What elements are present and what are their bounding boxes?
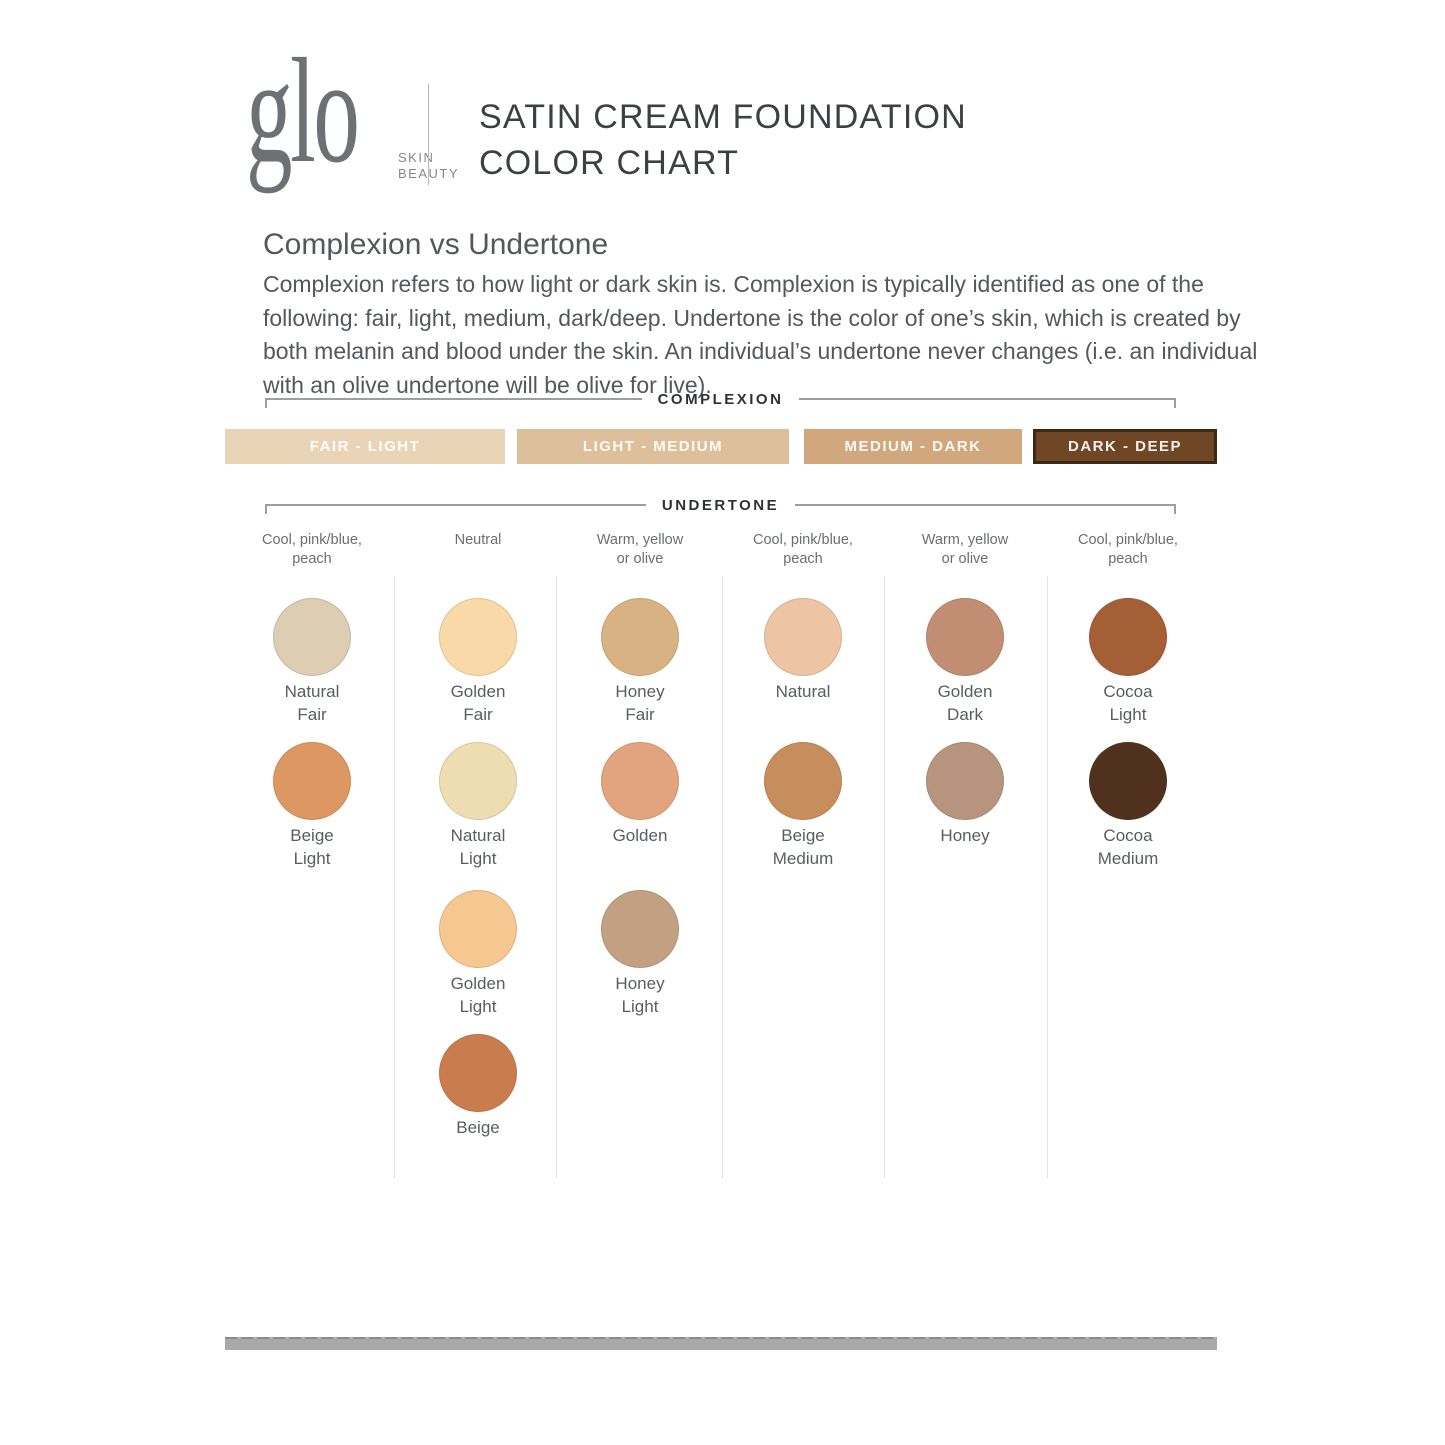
undertone-bracket: UNDERTONE — [265, 496, 1177, 514]
column-label-line: Warm, yellow — [596, 532, 684, 548]
swatch-label-golden-dark: Golden Dark — [937, 682, 993, 724]
column-label-line: peach — [292, 551, 332, 567]
swatch-label-cocoa-light: Cocoa Light — [1103, 682, 1153, 724]
swatch-honey — [926, 742, 1004, 820]
bracket-tick — [265, 398, 267, 408]
swatch-honey-light — [601, 890, 679, 968]
swatch-label-natural-fair: Natural Fair — [284, 682, 340, 724]
intro-paragraph: Complexion refers to how light or dark s… — [263, 271, 1258, 398]
glo-logo: glo — [246, 28, 360, 194]
header-divider — [428, 84, 429, 185]
swatch-label-beige-medium: Beige Medium — [772, 826, 834, 868]
glo-logo-tagline: SKIN BEAUTY — [398, 150, 459, 182]
swatch-beige-light — [273, 742, 351, 820]
undertone-label: UNDERTONE — [661, 496, 780, 514]
swatch-label-honey: Honey — [940, 826, 990, 845]
swatch-golden-light — [439, 890, 517, 968]
swatch-cocoa-medium — [1089, 742, 1167, 820]
swatch-golden-fair — [439, 598, 517, 676]
column-label-line: Warm, yellow — [921, 532, 1009, 548]
swatch-golden-dark — [926, 598, 1004, 676]
swatch-beige — [439, 1034, 517, 1112]
column-label-line: Neutral — [454, 532, 502, 548]
band-light-medium: LIGHT - MEDIUM — [517, 429, 789, 464]
column-divider — [394, 576, 395, 1178]
column-label-line: or olive — [941, 551, 989, 567]
swatch-label-golden: Golden — [612, 826, 668, 845]
swatch-label-natural-light: Natural Light — [450, 826, 506, 868]
swatch-label-beige-light: Beige Light — [290, 826, 334, 868]
column-label-line: Cool, pink/blue, — [753, 532, 853, 548]
undertone-column-label-2: Neutral — [396, 531, 560, 550]
band-fair-light: FAIR - LIGHT — [225, 429, 505, 464]
column-divider — [884, 576, 885, 1178]
undertone-column-label-3: Warm, yellow or olive — [558, 531, 722, 569]
page-title-line-2: COLOR CHART — [479, 144, 740, 182]
column-divider — [556, 576, 557, 1178]
undertone-column-label-6: Cool, pink/blue, peach — [1046, 531, 1210, 569]
page-title: SATIN CREAM FOUNDATION COLOR CHART — [479, 94, 967, 186]
bracket-tick — [1174, 398, 1176, 408]
bracket-line — [265, 504, 646, 506]
swatch-cocoa-light — [1089, 598, 1167, 676]
complexion-bracket: COMPLEXION — [265, 390, 1176, 408]
column-label-line: peach — [783, 551, 823, 567]
undertone-column-label-1: Cool, pink/blue, peach — [230, 531, 394, 569]
column-label-line: or olive — [616, 551, 664, 567]
section-heading: Complexion vs Undertone — [263, 228, 609, 261]
swatch-natural-light — [439, 742, 517, 820]
swatch-label-beige: Beige — [456, 1118, 500, 1137]
swatch-label-golden-light: Golden Light — [450, 974, 506, 1016]
column-label-line: Cool, pink/blue, — [1078, 532, 1178, 548]
bracket-line — [799, 398, 1176, 400]
tagline-line-2: BEAUTY — [398, 166, 459, 182]
swatch-label-honey-fair: Honey Fair — [615, 682, 665, 724]
swatch-natural — [764, 598, 842, 676]
band-dark-deep: DARK - DEEP — [1033, 429, 1217, 464]
bracket-tick — [1174, 504, 1176, 514]
column-divider — [722, 576, 723, 1178]
tagline-line-1: SKIN — [398, 150, 435, 165]
column-divider — [1047, 576, 1048, 1178]
footer-bar — [225, 1337, 1217, 1350]
swatch-label-cocoa-medium: Cocoa Medium — [1097, 826, 1159, 868]
band-medium-dark: MEDIUM - DARK — [804, 429, 1022, 464]
swatch-natural-fair — [273, 598, 351, 676]
swatch-golden — [601, 742, 679, 820]
bracket-tick — [265, 504, 267, 514]
swatch-beige-medium — [764, 742, 842, 820]
undertone-column-label-4: Cool, pink/blue, peach — [721, 531, 885, 569]
undertone-column-label-5: Warm, yellow or olive — [883, 531, 1047, 569]
swatch-label-natural: Natural — [775, 682, 831, 701]
bracket-line — [795, 504, 1177, 506]
column-label-line: peach — [1108, 551, 1148, 567]
page-title-line-1: SATIN CREAM FOUNDATION — [479, 98, 967, 136]
swatch-label-golden-fair: Golden Fair — [450, 682, 506, 724]
column-label-line: Cool, pink/blue, — [262, 532, 362, 548]
bracket-line — [265, 398, 642, 400]
swatch-honey-fair — [601, 598, 679, 676]
swatch-label-honey-light: Honey Light — [615, 974, 665, 1016]
complexion-label: COMPLEXION — [657, 390, 784, 408]
